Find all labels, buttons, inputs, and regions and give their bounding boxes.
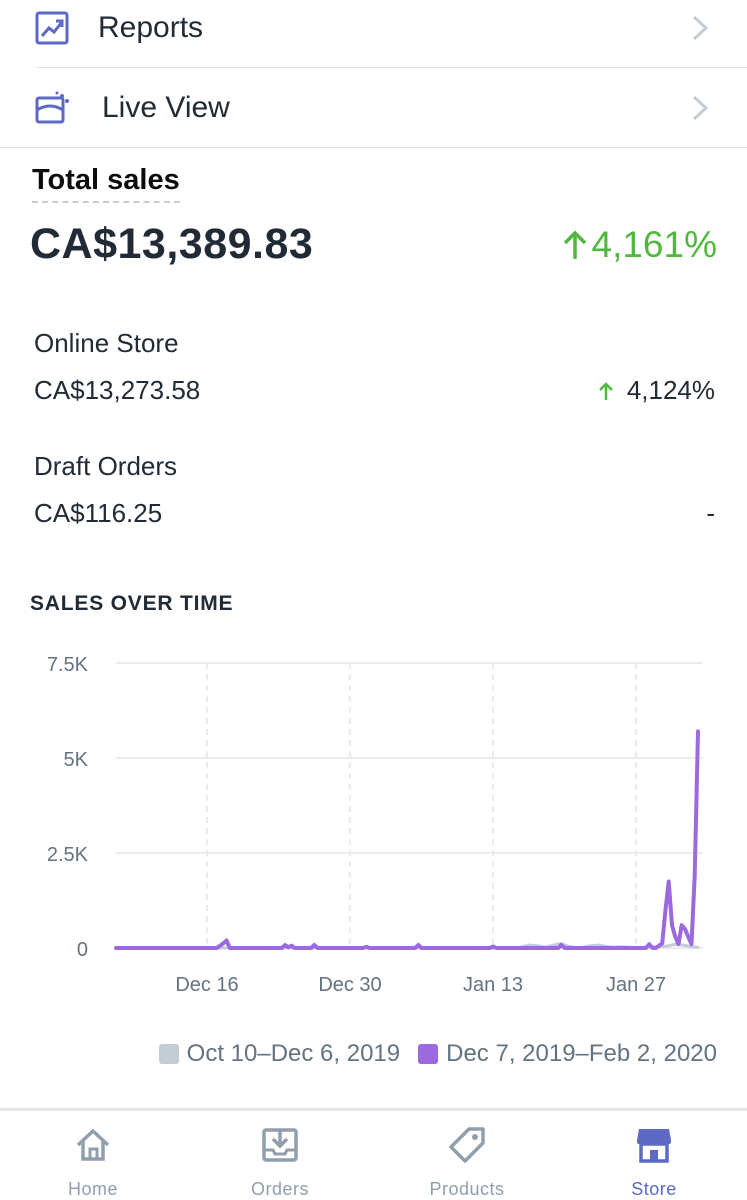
tab-products[interactable]: Products — [397, 1125, 537, 1200]
live-view-icon — [35, 91, 69, 124]
legend-swatch — [418, 1044, 439, 1064]
total-sales-change: 4,161% — [562, 224, 718, 266]
draft-orders-change: - — [706, 498, 715, 528]
divider — [36, 67, 747, 68]
live-view-label: Live View — [102, 91, 230, 124]
tab-label: Home — [67, 1179, 118, 1199]
x-tick-label: Dec 16 — [175, 974, 238, 996]
legend-label: Dec 7, 2019–Feb 2, 2020 — [446, 1040, 717, 1067]
total-sales-title[interactable]: Total sales — [32, 164, 180, 203]
tab-orders[interactable]: Orders — [210, 1125, 350, 1200]
tab-home[interactable]: Home — [23, 1125, 163, 1200]
bottom-tab-bar: Home Orders Products Store — [0, 1108, 747, 1200]
legend-swatch — [158, 1044, 179, 1064]
tab-label: Store — [631, 1179, 677, 1199]
chart-legend: Oct 10–Dec 6, 2019 Dec 7, 2019–Feb 2, 20… — [141, 1040, 717, 1068]
legend-item-current-period[interactable]: Dec 7, 2019–Feb 2, 2020 — [418, 1040, 717, 1068]
draft-orders-value: CA$116.25 — [34, 498, 163, 528]
tab-label: Orders — [250, 1179, 309, 1199]
y-tick-label: 5K — [64, 749, 89, 771]
tab-store[interactable]: Store — [584, 1125, 724, 1200]
x-tick-label: Jan 13 — [463, 974, 523, 996]
home-icon — [76, 1129, 110, 1161]
products-tag-icon — [449, 1127, 485, 1163]
x-tick-label: Jan 27 — [606, 974, 666, 996]
total-sales-value: CA$13,389.83 — [30, 220, 314, 268]
tab-label: Products — [429, 1179, 505, 1199]
total-sales-change-value: 4,161% — [591, 224, 718, 265]
live-view-row[interactable]: Live View — [0, 70, 747, 146]
y-tick-label: 2.5K — [47, 844, 89, 866]
divider — [0, 147, 747, 148]
reports-row[interactable]: Reports — [0, 0, 747, 66]
arrow-up-icon — [598, 381, 613, 400]
reports-label: Reports — [98, 11, 204, 44]
online-store-change-value: 4,124% — [626, 375, 715, 405]
sales-over-time-title: SALES OVER TIME — [30, 592, 234, 615]
online-store-label: Online Store — [34, 328, 179, 358]
online-store-change: 4,124% — [598, 375, 715, 406]
draft-orders-label: Draft Orders — [34, 451, 178, 481]
y-tick-label: 0 — [77, 939, 88, 961]
legend-item-previous-period[interactable]: Oct 10–Dec 6, 2019 — [158, 1040, 401, 1068]
arrow-up-icon — [563, 230, 586, 259]
sales-over-time-chart: 7.5K 5K 2.5K 0 Dec 16 Dec 30 Jan 13 Jan 27 — [47, 654, 703, 996]
legend-label: Oct 10–Dec 6, 2019 — [186, 1040, 401, 1067]
chevron-right-icon — [692, 15, 709, 41]
orders-inbox-icon — [262, 1128, 298, 1162]
online-store-value: CA$13,273.58 — [34, 375, 201, 405]
store-icon — [637, 1129, 671, 1163]
series-line-current-period — [114, 729, 700, 950]
y-tick-label: 7.5K — [47, 654, 89, 676]
x-tick-label: Dec 30 — [318, 974, 381, 996]
reports-chart-icon — [35, 11, 69, 45]
chevron-right-icon — [692, 95, 709, 121]
